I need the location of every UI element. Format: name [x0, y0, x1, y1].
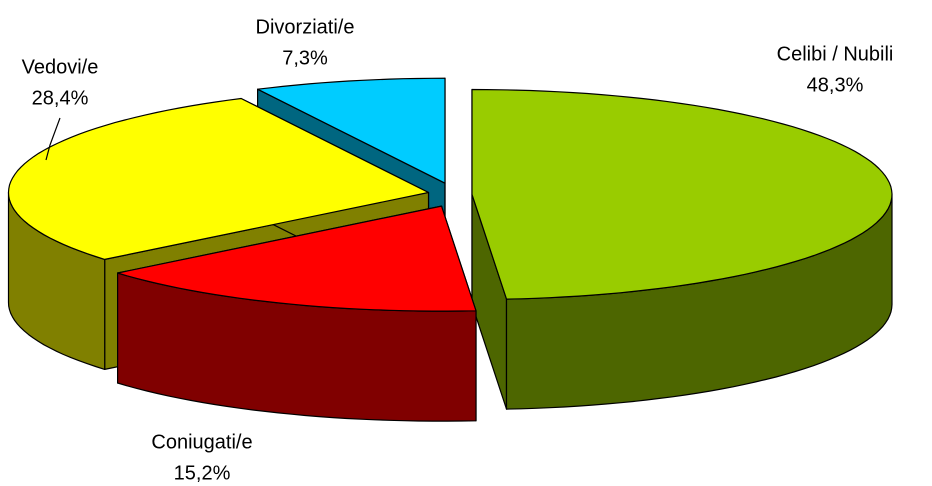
slice [257, 77, 446, 184]
slice-value-label: 48,3% [807, 74, 864, 96]
slice-label: Coniugati/e [151, 431, 252, 453]
slice-value-label: 7,3% [282, 47, 328, 69]
slice [471, 88, 893, 300]
slice-value-label: 15,2% [174, 462, 231, 484]
slice-value-label: 28,4% [32, 87, 89, 109]
leader-line [45, 117, 61, 161]
slice-label: Vedovi/e [22, 56, 99, 78]
slice-label: Divorziati/e [256, 16, 355, 38]
slice-label: Celibi / Nubili [777, 43, 894, 65]
slice [117, 205, 477, 312]
slice [7, 97, 430, 260]
